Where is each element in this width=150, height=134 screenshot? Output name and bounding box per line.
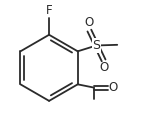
Text: O: O [85, 16, 94, 29]
Text: O: O [109, 81, 118, 94]
Text: S: S [93, 39, 100, 52]
Text: F: F [46, 4, 52, 17]
Text: O: O [100, 61, 109, 74]
